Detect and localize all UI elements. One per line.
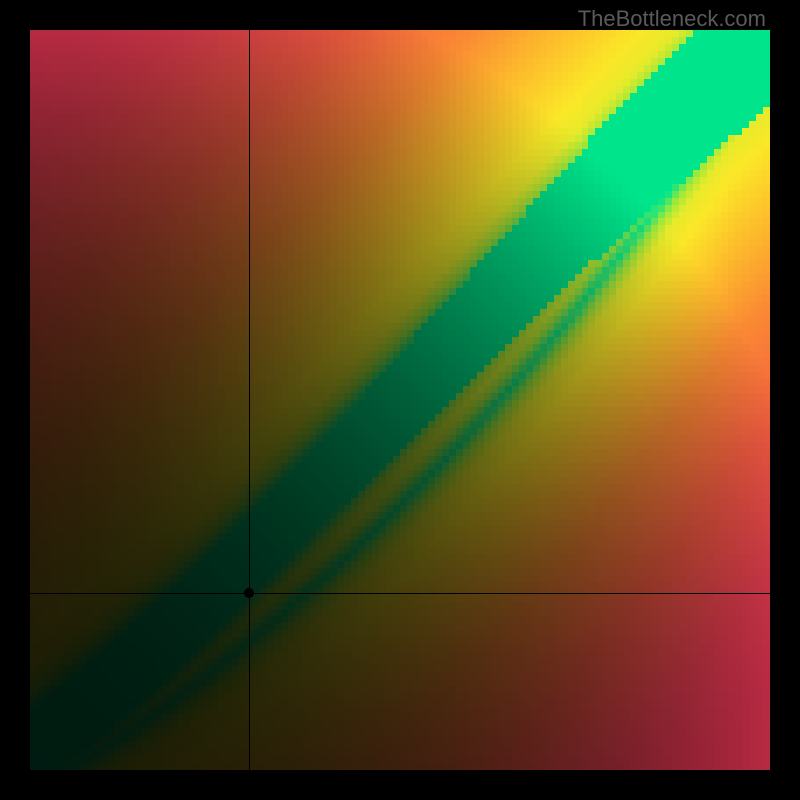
crosshair-vertical	[249, 30, 250, 770]
watermark-text: TheBottleneck.com	[578, 6, 766, 32]
bottleneck-heatmap	[30, 30, 770, 770]
chart-container: TheBottleneck.com	[0, 0, 800, 800]
crosshair-marker	[244, 588, 254, 598]
crosshair-horizontal	[30, 593, 770, 594]
